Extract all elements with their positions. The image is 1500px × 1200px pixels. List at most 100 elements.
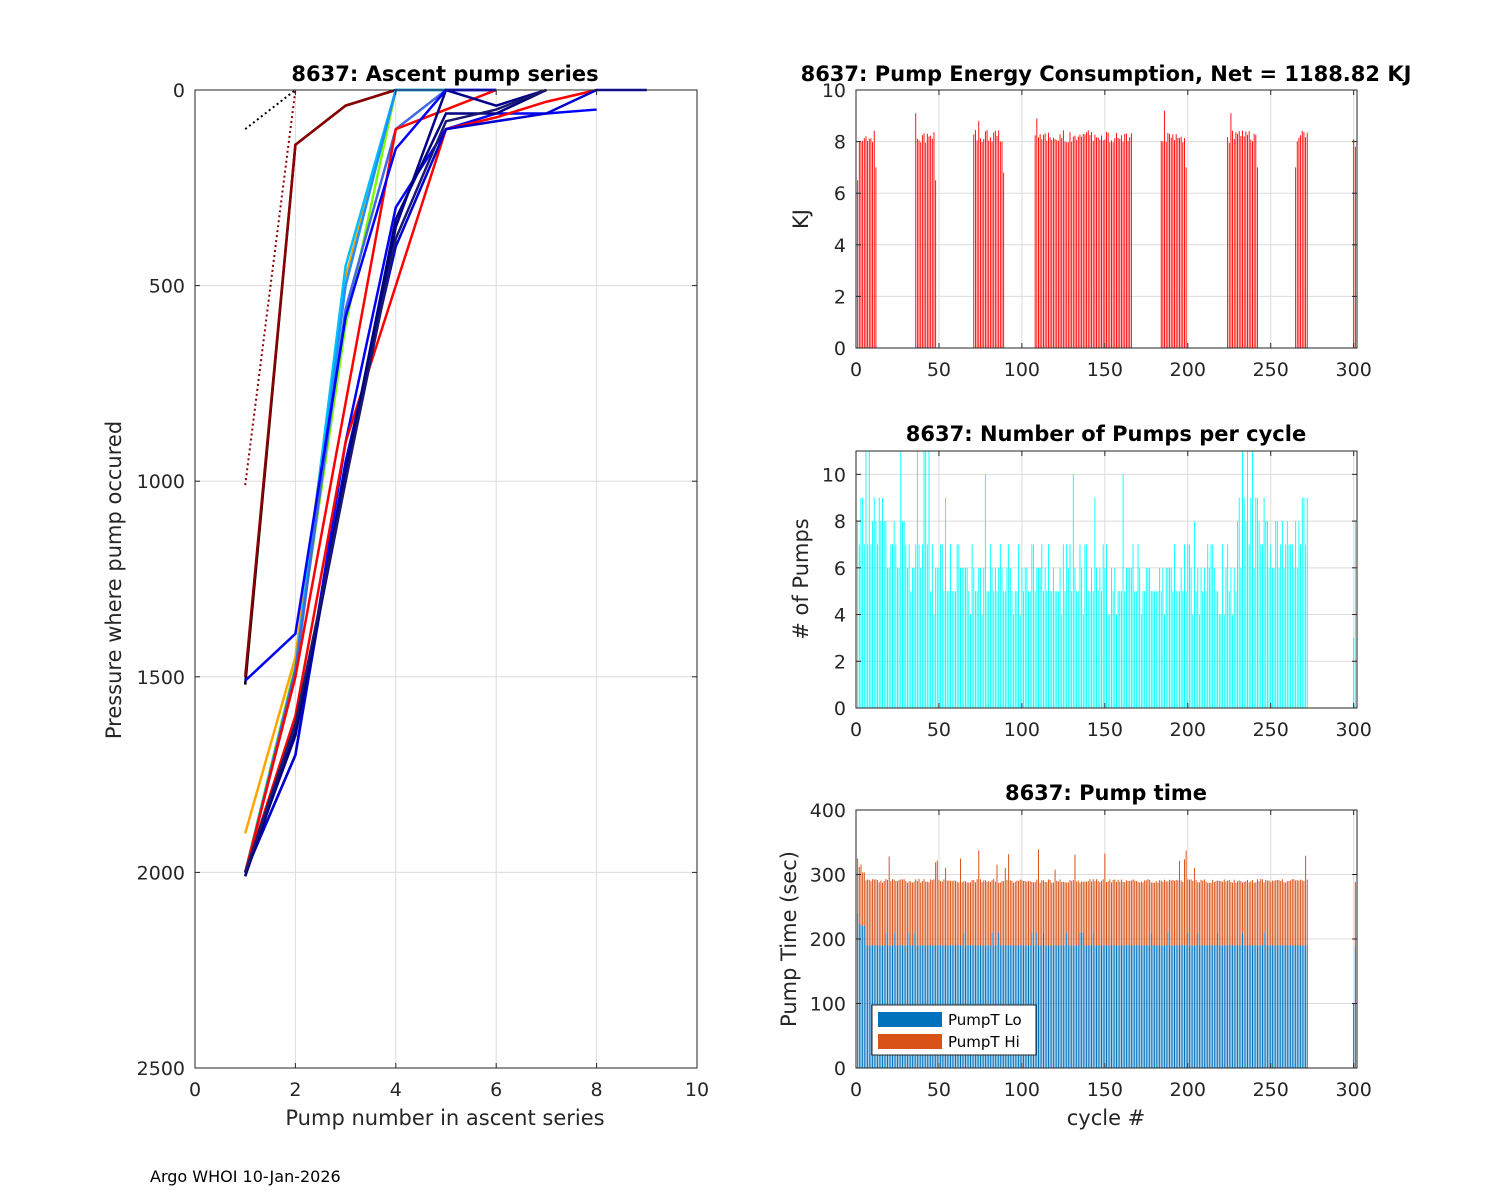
pumptime-bar-lo: [1188, 945, 1190, 1068]
pumptime-bar-lo: [1306, 945, 1308, 1068]
pumps-bar: [1243, 497, 1245, 708]
energy-bar: [1301, 130, 1303, 348]
energy-bar: [1062, 130, 1064, 348]
pumps-bar: [1222, 544, 1224, 708]
pumptime-bar-hi: [1291, 879, 1293, 946]
pumptime-xtick-label: 100: [1004, 1079, 1040, 1101]
ascent-xtick-label: 4: [390, 1079, 402, 1101]
energy-bar: [1130, 133, 1132, 348]
pumptime-bar-hi: [1253, 882, 1255, 946]
energy-bar: [930, 135, 932, 348]
pumptime-bar-hi: [1217, 880, 1219, 933]
pumptime-bar-lo: [1125, 945, 1127, 1068]
pumptime-bar-lo: [1031, 932, 1033, 1068]
energy-bar: [1099, 139, 1101, 348]
pumptime-bar-lo: [1109, 945, 1111, 1068]
pumptime-bar-hi: [1081, 881, 1083, 933]
pumptime-bar-lo: [1301, 945, 1303, 1068]
pumptime-bar-lo: [1266, 945, 1268, 1068]
pumps-bar: [1290, 544, 1292, 708]
pumps-bar: [1084, 544, 1086, 708]
pumptime-bar-lo: [1106, 945, 1107, 1068]
ascent-series-line: [244, 88, 547, 873]
energy-bar: [870, 138, 872, 348]
pumptime-bar-hi: [1036, 879, 1038, 933]
pumptime-bar-lo: [1223, 945, 1225, 1068]
energy-bar: [1184, 138, 1185, 348]
pumptime-bar-hi: [1114, 879, 1116, 946]
energy-xtick-label: 250: [1253, 359, 1289, 381]
pumptime-bar-lo: [1096, 945, 1098, 1068]
energy-bar: [1043, 134, 1044, 348]
pumptime-bar-hi: [1051, 882, 1053, 946]
pumps-bar: [1018, 544, 1020, 708]
energy-bar: [991, 141, 993, 348]
energy-bar: [1306, 132, 1308, 348]
energy-bar: [1228, 142, 1230, 348]
pumps-bar: [1071, 591, 1073, 708]
pumptime-bar-hi: [951, 881, 953, 946]
pumptime-bar-lo: [1089, 945, 1091, 1068]
pumps-bar: [1164, 614, 1166, 708]
pumps-bar: [1066, 544, 1068, 708]
pumptime-bar-lo: [1200, 945, 1202, 1068]
energy-bar: [1034, 135, 1036, 348]
pumptime-bar-lo: [1102, 945, 1104, 1068]
pumptime-bar-lo: [1071, 945, 1073, 1068]
pumps-ytick-label: 10: [822, 464, 846, 486]
pumptime-bar-lo: [1044, 945, 1046, 1068]
pumptime-bar-hi: [1281, 879, 1283, 946]
pumps-bar: [930, 591, 932, 708]
pumptime-bar-hi: [1197, 882, 1199, 933]
legend-label-lo: PumpT Lo: [948, 1011, 1022, 1029]
pumps-bar: [1263, 497, 1265, 708]
pumptime-bar-hi: [1046, 882, 1048, 946]
pumps-bar: [1067, 567, 1069, 708]
pumps-bar: [988, 591, 990, 708]
pumptime-bar-hi: [1235, 882, 1237, 946]
pumptime-bar-hi: [943, 879, 945, 946]
pumps-bar: [1169, 567, 1170, 708]
pumptime-bar-hi: [1154, 882, 1156, 946]
pumps-bar: [868, 451, 870, 708]
pumptime-bar-lo: [1217, 932, 1219, 1068]
pumptime-bar-hi: [1137, 881, 1139, 946]
pumptime-bar-lo: [1049, 945, 1051, 1068]
pumps-bar: [1069, 544, 1071, 708]
energy-xtick-label: 300: [1336, 359, 1372, 381]
energy-bar: [1250, 139, 1252, 348]
pumptime-bar-lo: [1084, 945, 1086, 1068]
ascent-pump-series-axes: 0 2 4 6 8 10 0 500 1000 1500 2000 2500: [137, 80, 709, 1101]
pumptime-bar-hi: [896, 880, 898, 946]
pumps-bar: [1033, 544, 1034, 708]
energy-bar: [1160, 141, 1162, 348]
pumptime-bar-hi: [1188, 879, 1190, 946]
pumptime-bar-hi: [1023, 881, 1025, 946]
energy-bar: [1354, 146, 1356, 348]
pumptime-bar-lo: [1145, 945, 1147, 1068]
pumptime-bar-lo: [1157, 945, 1159, 1068]
energy-bar: [1164, 110, 1166, 348]
energy-bar: [867, 140, 869, 348]
energy-bar: [863, 138, 865, 348]
pumptime-bar-hi: [1160, 880, 1162, 946]
pumps-bar: [1024, 567, 1026, 708]
energy-bar: [1039, 134, 1041, 348]
pumps-bar: [963, 567, 965, 708]
energy-bar: [983, 139, 985, 348]
pumps-bar: [938, 567, 940, 708]
energy-bar: [1059, 134, 1061, 348]
energy-bar: [926, 133, 928, 348]
energy-bar: [1175, 134, 1177, 348]
pumptime-bar-hi: [911, 882, 913, 946]
pumptime-bar-hi: [1261, 879, 1263, 946]
pumptime-bar-lo: [1139, 945, 1141, 1068]
pumptime-bar-hi: [1295, 880, 1297, 946]
pumps-bar: [1019, 614, 1021, 708]
pumps-bar: [1159, 567, 1161, 708]
pumps-bar: [875, 521, 877, 708]
pumptime-bar-lo: [867, 945, 869, 1068]
pumptime-bar-hi: [953, 880, 955, 946]
ascent-xtick-label: 10: [685, 1079, 709, 1101]
pumptime-bar-hi: [933, 879, 935, 946]
